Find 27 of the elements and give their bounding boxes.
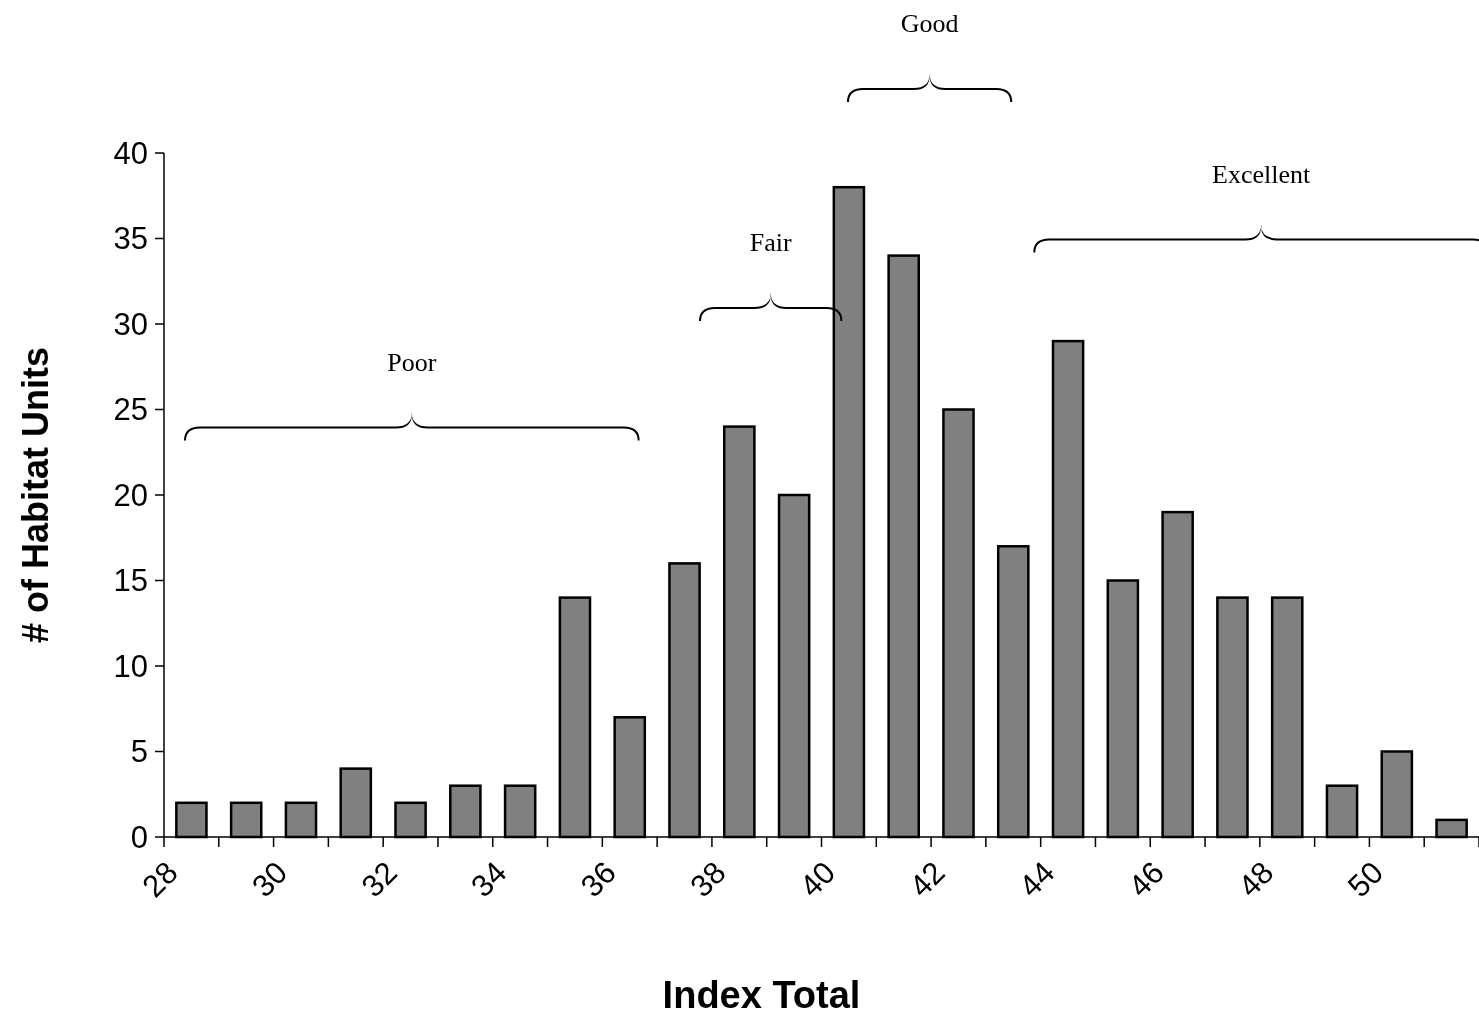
x-tick-label: 30: [245, 854, 295, 905]
x-tick-label: 38: [683, 854, 733, 905]
x-tick-label: 42: [902, 854, 952, 905]
x-axis-title: Index Total: [662, 974, 861, 1016]
y-tick-label: 25: [113, 392, 148, 428]
annotation: Poor: [387, 347, 437, 377]
y-tick-label: 30: [113, 306, 148, 342]
text: Good: [900, 9, 959, 39]
y-tick-label: 15: [113, 563, 148, 599]
y-tick-label: 35: [113, 221, 148, 257]
y-tick-label: 20: [113, 477, 148, 513]
x-tick-label: 36: [573, 854, 623, 905]
x-tick-label: 48: [1231, 854, 1281, 905]
y-tick-label: 10: [113, 648, 148, 684]
x-tick-label: 34: [464, 854, 514, 905]
y-tick-label: 5: [130, 734, 148, 770]
y-tick-label: 0: [130, 819, 148, 855]
y-tick-label: 40: [113, 135, 148, 171]
x-tick-label: 50: [1340, 854, 1391, 905]
annotation: Fair: [749, 227, 792, 257]
x-tick-label: 32: [354, 854, 404, 905]
x-tick-label: 44: [1012, 854, 1062, 905]
x-tick-label: 46: [1121, 854, 1171, 905]
x-tick-label: 40: [792, 854, 843, 905]
annotation: Excellent: [1212, 159, 1311, 189]
x-tick-label: 28: [135, 854, 185, 905]
y-axis-title: # of Habitat Units: [15, 346, 56, 644]
